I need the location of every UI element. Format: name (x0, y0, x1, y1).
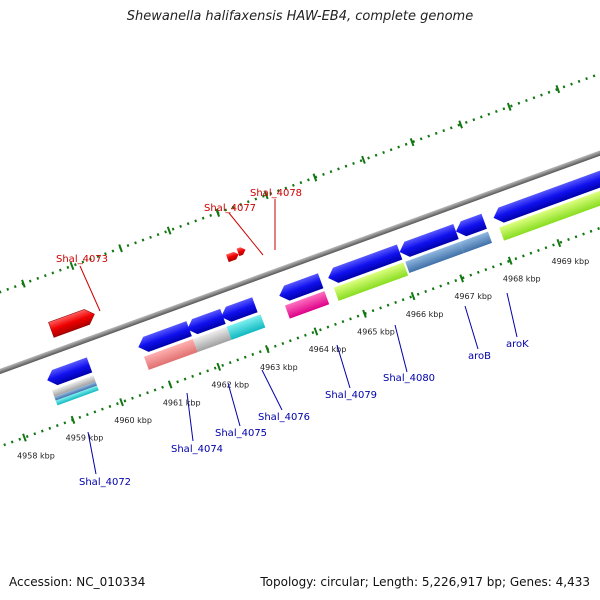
lower-tick (119, 398, 124, 407)
label-shal-4074: Shal_4074 (171, 444, 223, 455)
upper-tick (458, 120, 463, 129)
leader-shal-4080 (394, 324, 408, 373)
gene-blue-arob (399, 224, 459, 257)
leader-shal-4076 (261, 369, 283, 411)
kbp-label: 4965 kbp (357, 328, 395, 337)
leader-arok (506, 292, 518, 338)
kbp-label: 4962 kbp (211, 381, 249, 390)
lower-tick (410, 291, 416, 301)
label-arob: aroB (468, 351, 491, 362)
topology-summary: Topology: circular; Length: 5,226,917 bp… (260, 575, 590, 589)
lower-tick (459, 274, 464, 283)
lower-major-ticks (22, 238, 562, 442)
leader-shal-4075 (227, 382, 241, 427)
block-steel-4072 (54, 381, 98, 401)
kbp-label: 4960 kbp (114, 416, 152, 425)
upper-tick (264, 191, 269, 200)
leader-shal-4073 (79, 265, 101, 312)
kbp-label: 4968 kbp (503, 274, 541, 283)
block-cyan-4076 (226, 314, 266, 340)
upper-major-ticks (21, 85, 561, 288)
block-cyan-4072 (55, 385, 99, 406)
label-shal-4072: Shal_4072 (79, 477, 131, 488)
gene-shal-4073 (48, 309, 95, 338)
gene-blue-arok (455, 213, 487, 237)
genome-backbone (0, 120, 600, 406)
kbp-label: 4964 kbp (309, 345, 347, 354)
lower-tick (167, 380, 173, 389)
upper-dotted-scale (0, 51, 600, 335)
leader-shal-4077 (228, 212, 264, 256)
lower-tick (362, 309, 367, 318)
gene-blue-4080 (328, 244, 403, 283)
upper-tick (215, 208, 221, 217)
lower-tick (313, 327, 319, 336)
kbp-label: 4967 kbp (454, 292, 492, 301)
gene-blue-right (493, 165, 600, 223)
label-arok: aroK (506, 339, 529, 350)
lower-tick (265, 345, 270, 354)
kbp-label: 4969 kbp (551, 257, 589, 266)
label-shal-4079: Shal_4079 (325, 390, 377, 401)
accession-text: Accession: NC_010334 (9, 575, 146, 589)
upper-tick (361, 155, 366, 164)
gene-blue-4076 (221, 297, 258, 322)
kbp-label: 4966 kbp (406, 310, 444, 319)
gene-shal-4078 (236, 247, 246, 257)
kbp-label: 4958 kbp (17, 451, 55, 460)
label-shal-4075: Shal_4075 (215, 428, 267, 439)
kbp-label: 4963 kbp (260, 363, 298, 372)
block-lime-4080 (333, 262, 409, 301)
block-grey-4072 (51, 375, 96, 397)
lower-tick (216, 362, 222, 371)
label-shal-4073: Shal_4073 (56, 254, 108, 265)
label-shal-4080: Shal_4080 (383, 373, 435, 384)
leader-shal-4079 (336, 344, 351, 389)
upper-tick (21, 279, 26, 288)
leader-arob (464, 305, 479, 350)
kbp-tick-labels: 4958 kbp 4959 kbp 4960 kbp 4961 kbp 4962 kbp… (17, 257, 589, 461)
gene-shal-4077 (225, 251, 239, 263)
kbp-label: 4961 kbp (163, 398, 201, 407)
lower-tick (22, 433, 27, 442)
upper-tick (166, 226, 172, 235)
gene-blue-4079 (279, 273, 324, 301)
upper-tick (506, 102, 512, 111)
leader-shal-4072 (87, 431, 97, 475)
block-steel-arob (405, 241, 464, 273)
lower-tick (556, 238, 562, 248)
lower-tick (70, 415, 76, 424)
upper-tick (312, 173, 318, 182)
block-salmon-4074 (144, 338, 198, 370)
label-shal-4077: Shal_4077 (204, 203, 256, 214)
gene-blue-4075 (187, 308, 226, 335)
block-lime-right (499, 183, 600, 241)
lower-tick (507, 256, 513, 265)
upper-tick (118, 244, 123, 253)
map-title: Shewanella halifaxensis HAW-EB4, complet… (126, 9, 474, 24)
label-shal-4078: Shal_4078 (250, 188, 302, 199)
upper-tick (555, 85, 561, 94)
label-shal-4076: Shal_4076 (258, 412, 310, 423)
block-pink-4079 (284, 291, 330, 319)
block-grey-4075 (192, 326, 232, 353)
upper-tick (69, 261, 75, 271)
lower-dotted-scale (0, 188, 600, 471)
upper-tick (409, 138, 415, 147)
block-steel-arok (459, 231, 493, 254)
gene-blue-4072 (47, 357, 93, 386)
gene-blue-4074 (138, 321, 192, 352)
leader-shal-4074 (186, 392, 194, 442)
kbp-label: 4959 kbp (66, 434, 104, 443)
